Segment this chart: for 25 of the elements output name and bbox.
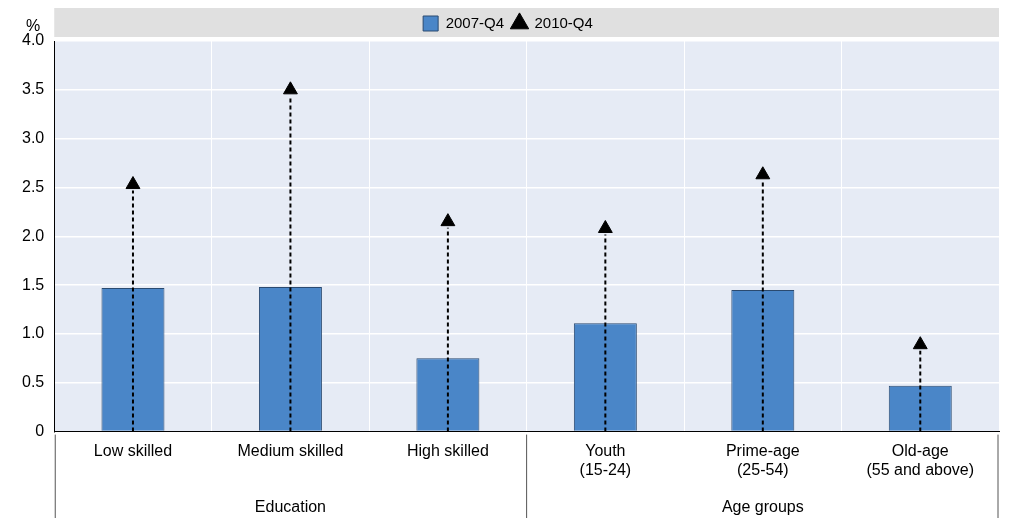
- y-tick-label: 4.0: [21, 31, 45, 49]
- x-tick-label: Youth (15-24): [579, 441, 632, 478]
- x-tick-label: Prime-age (25-54): [725, 441, 800, 478]
- y-tick-label: 1.0: [21, 324, 45, 342]
- point: [755, 166, 771, 180]
- y-tick-label: 3.5: [21, 80, 45, 98]
- text: Age groups: [721, 498, 804, 516]
- y-tick-label: 1.5: [21, 275, 45, 293]
- point: [440, 213, 456, 227]
- y-tick-label: 0: [35, 422, 45, 440]
- x-tick-label: Medium skilled: [237, 441, 344, 459]
- point: [125, 176, 141, 190]
- y-tick-label: 0.5: [21, 373, 45, 391]
- point: [912, 336, 928, 350]
- x-tick-label: Old-age (55 and above): [866, 441, 975, 478]
- y-tick-label: 2.0: [21, 226, 45, 244]
- legend-label: 2010-Q4: [534, 13, 593, 31]
- text: Education: [254, 498, 327, 516]
- y-tick-label: 2.5: [21, 177, 45, 195]
- x-tick-label: High skilled: [406, 441, 489, 459]
- legend-label: 2007-Q4: [445, 13, 504, 31]
- y-tick-label: 3.0: [21, 129, 45, 147]
- x-tick-label: Low skilled: [93, 441, 173, 459]
- point: [283, 81, 298, 95]
- point: [597, 219, 613, 233]
